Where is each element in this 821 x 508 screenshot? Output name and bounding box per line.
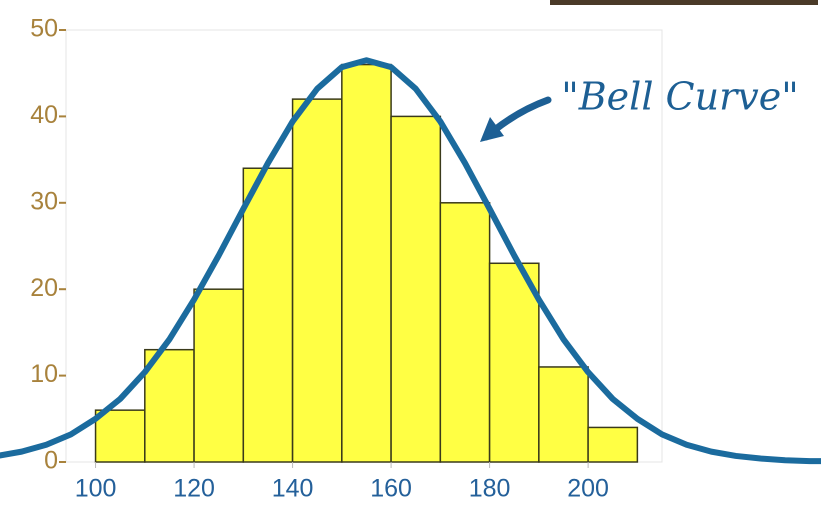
marks xyxy=(0,60,821,462)
bar xyxy=(440,203,489,462)
bar xyxy=(588,427,637,462)
y-tick-label: 40 xyxy=(30,101,58,129)
page: {"chart_data": { "type": "histogram", "b… xyxy=(0,0,821,508)
bar xyxy=(293,99,342,462)
y-tick-label: 20 xyxy=(30,274,58,302)
x-tick-label: 160 xyxy=(370,475,412,503)
bar xyxy=(391,116,440,462)
x-tick-label: 200 xyxy=(567,475,609,503)
bar xyxy=(96,410,145,462)
x-tick-label: 140 xyxy=(272,475,314,503)
annotation: "Bell Curve" xyxy=(561,75,798,119)
bar xyxy=(243,168,292,462)
x-tick-label: 100 xyxy=(75,475,117,503)
x-tick-label: 180 xyxy=(469,475,511,503)
chart: "Bell Curve" 0 10 20 30 40 50 100 120 140 160 180 2… xyxy=(0,0,821,508)
bar xyxy=(342,65,391,462)
bar xyxy=(194,289,243,462)
y-tick-label: 0 xyxy=(44,447,58,475)
y-tick-label: 30 xyxy=(30,187,58,215)
y-tick-label: 50 xyxy=(30,15,58,43)
photo-edge xyxy=(550,0,818,5)
y-tick-label: 10 xyxy=(30,360,58,388)
bar xyxy=(539,367,588,462)
bar xyxy=(490,263,539,462)
x-tick-label: 120 xyxy=(173,475,215,503)
